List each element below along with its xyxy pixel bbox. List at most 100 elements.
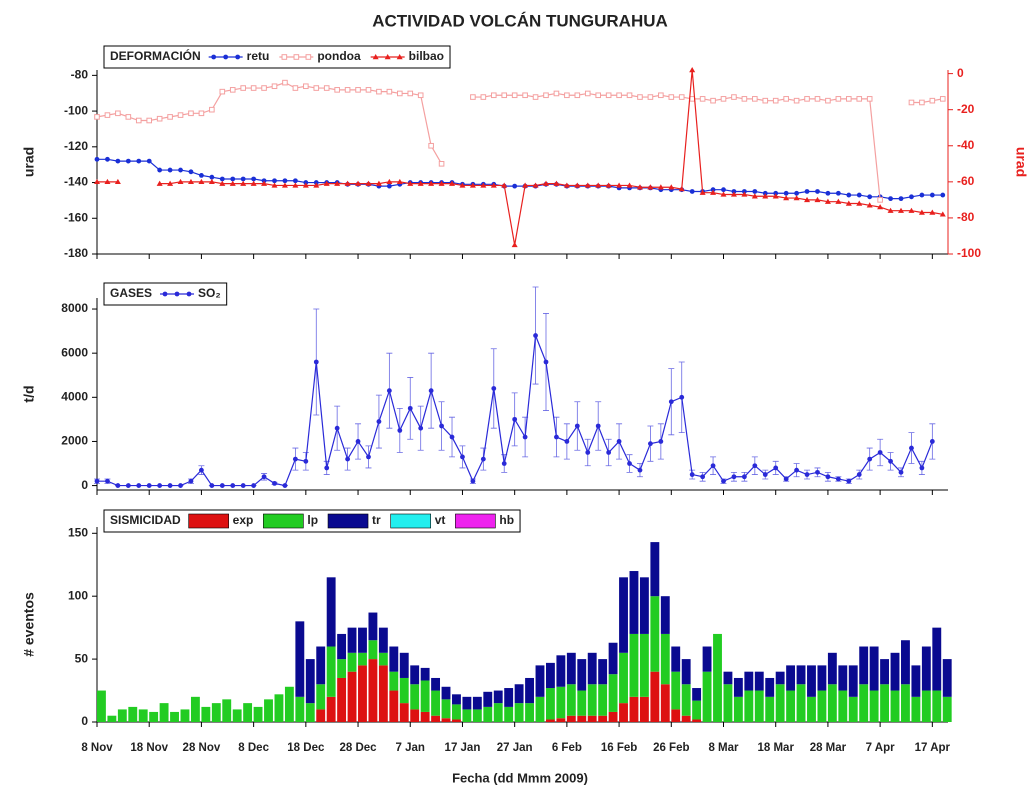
marker <box>699 189 706 195</box>
marker <box>501 461 507 466</box>
bar-segment <box>347 671 357 722</box>
bar-segment <box>378 665 388 722</box>
legend-swatch <box>263 513 304 529</box>
marker <box>616 92 622 99</box>
marker <box>104 178 111 185</box>
marker <box>292 178 298 184</box>
bar-segment <box>942 696 952 722</box>
marker <box>501 92 508 99</box>
marker <box>710 463 716 469</box>
bar-segment <box>859 684 869 722</box>
marker <box>553 180 560 186</box>
marker <box>512 416 518 422</box>
marker <box>909 194 914 200</box>
marker <box>741 474 747 480</box>
marker <box>282 178 288 184</box>
marker <box>867 194 873 200</box>
bar-segment <box>316 709 326 722</box>
marker <box>480 94 487 100</box>
bar-segment <box>921 646 931 691</box>
y2-tick-label: -100 <box>957 246 981 260</box>
marker <box>105 478 110 484</box>
marker <box>428 180 435 186</box>
bar-segment <box>316 646 326 685</box>
marker <box>636 184 643 190</box>
marker <box>334 87 340 93</box>
marker <box>595 182 602 188</box>
marker <box>156 180 163 186</box>
marker <box>678 186 685 192</box>
bar-segment <box>702 671 712 722</box>
bar-segment <box>389 690 399 722</box>
bar-segment <box>389 646 399 672</box>
bar-segment <box>232 709 242 722</box>
marker <box>606 450 612 455</box>
bar-segment <box>681 684 691 716</box>
bar-segment <box>410 684 420 710</box>
y2-tick-label: -40 <box>957 138 975 152</box>
marker <box>825 474 831 480</box>
marker <box>94 156 100 162</box>
marker <box>647 184 654 190</box>
marker <box>918 209 925 215</box>
bar-segment <box>284 686 294 722</box>
marker <box>657 184 664 190</box>
marker <box>469 182 476 188</box>
x-tick-label: 28 Dec <box>339 742 377 754</box>
legend-marker <box>186 291 192 297</box>
x-tick-label: 18 Mar <box>757 742 794 754</box>
marker <box>146 483 152 488</box>
bar-segment <box>650 542 660 597</box>
marker <box>313 359 319 365</box>
marker <box>167 180 174 186</box>
marker <box>407 90 414 97</box>
marker <box>532 94 539 100</box>
marker <box>783 190 789 196</box>
marker <box>272 480 277 486</box>
marker <box>741 191 748 197</box>
bar-segment <box>827 684 837 722</box>
marker <box>700 474 706 480</box>
marker <box>731 94 737 100</box>
bar-segment <box>545 688 555 720</box>
x-tick-label: 7 Jan <box>396 742 425 754</box>
x-axis-label: Fecha (dd Mmm 2009) <box>452 770 588 785</box>
marker <box>648 441 653 447</box>
bar-segment <box>713 633 722 722</box>
y2-tick-label: -60 <box>957 174 975 188</box>
bar-segment <box>420 711 430 722</box>
marker <box>418 425 424 431</box>
bar-segment <box>295 621 305 697</box>
bar-segment <box>337 633 347 660</box>
bar-segment <box>556 718 566 722</box>
bar-segment <box>420 680 430 712</box>
marker <box>689 96 695 102</box>
marker <box>605 182 612 188</box>
marker <box>898 207 905 213</box>
marker <box>125 158 131 164</box>
marker <box>595 423 601 429</box>
marker <box>585 450 591 455</box>
bar-segment <box>932 627 942 691</box>
marker <box>187 178 194 185</box>
marker <box>658 92 664 99</box>
bar-segment <box>733 696 743 722</box>
marker <box>344 87 351 93</box>
marker <box>751 193 758 199</box>
marker <box>397 90 403 97</box>
marker <box>292 182 299 188</box>
legend-marker <box>281 54 288 60</box>
bar-segment <box>608 711 618 722</box>
bar-segment <box>890 690 900 722</box>
marker <box>783 476 789 482</box>
bar-segment <box>504 688 514 707</box>
bar-segment <box>420 667 430 681</box>
y-tick-label: 150 <box>68 525 88 539</box>
marker <box>605 92 612 99</box>
legend-marker <box>293 54 300 60</box>
y-tick-label: -80 <box>71 68 89 82</box>
marker <box>470 478 476 484</box>
marker <box>490 92 497 99</box>
x-tick-label: 18 Nov <box>130 742 168 754</box>
marker <box>679 394 685 400</box>
